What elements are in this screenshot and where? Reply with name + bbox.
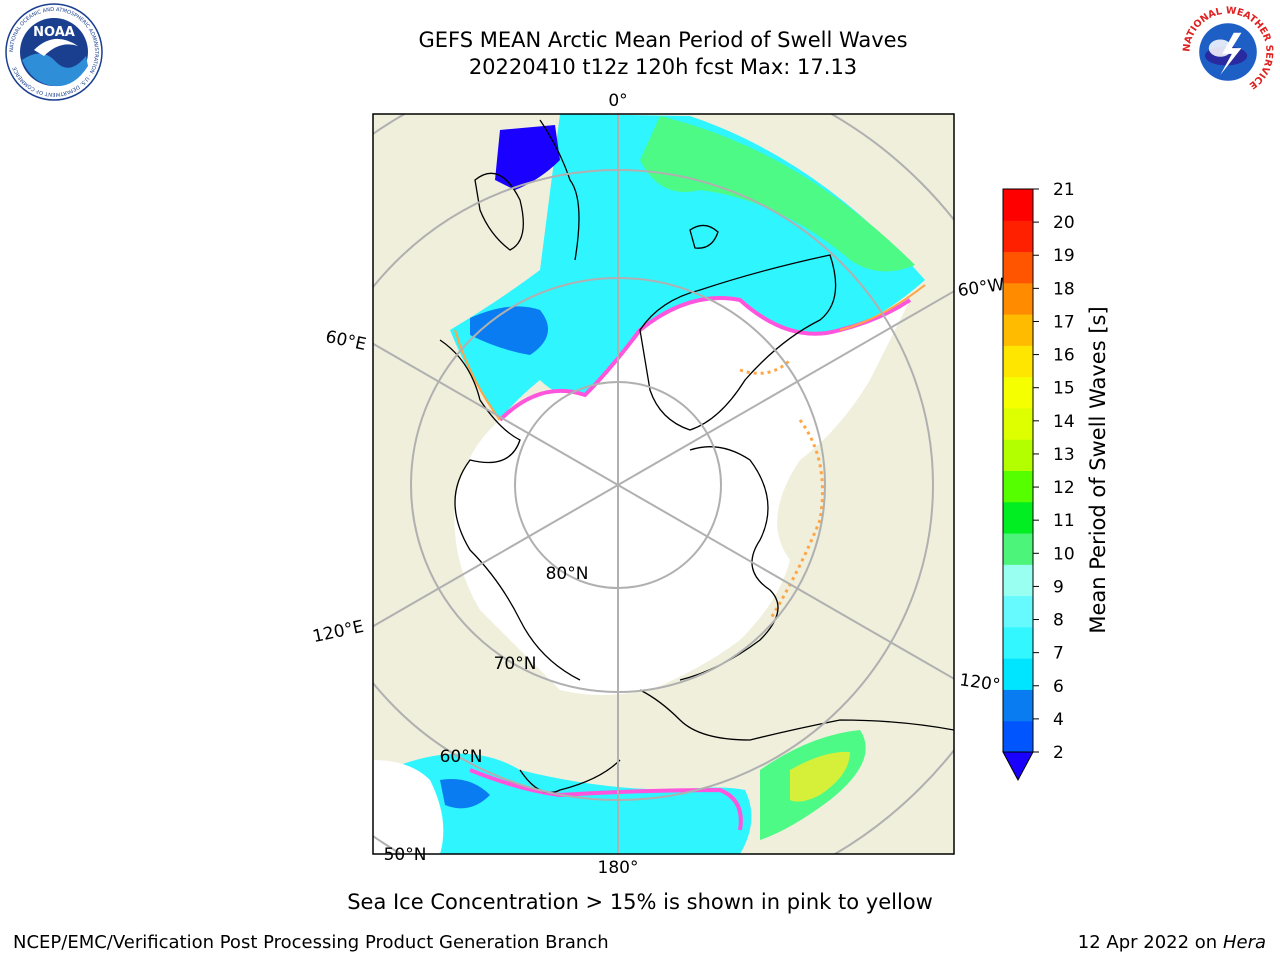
colorbar-tick-label: 9 xyxy=(1053,577,1064,597)
colorbar-tick-label: 4 xyxy=(1053,710,1064,730)
lat-label-60: 60°N xyxy=(440,747,483,767)
colorbar-tick-label: 13 xyxy=(1053,445,1075,465)
colorbar-segment xyxy=(1003,564,1033,597)
lon-label-120e: 120°E xyxy=(311,617,366,647)
colorbar-tick-label: 19 xyxy=(1053,246,1075,266)
ice-edge-canada xyxy=(739,358,824,621)
colorbar-segment xyxy=(1003,376,1033,409)
map-area xyxy=(373,114,954,854)
title-line-1: GEFS MEAN Arctic Mean Period of Swell Wa… xyxy=(418,28,908,52)
colorbar-under-arrow xyxy=(1002,751,1034,782)
sea-ice-okhotsk xyxy=(373,760,444,854)
colorbar-segment xyxy=(1003,439,1033,471)
lon-label-0: 0° xyxy=(608,91,627,111)
colorbar-tick-label: 11 xyxy=(1053,511,1075,531)
colorbar-segment xyxy=(1003,533,1033,565)
footer-date-text: 12 Apr 2022 on xyxy=(1077,932,1223,953)
coastline-siberia xyxy=(439,339,581,681)
ocean-swell-pacific-blue xyxy=(440,779,490,809)
lon-label-60e: 60°E xyxy=(324,327,368,355)
colorbar-segment xyxy=(1003,345,1033,378)
colorbar-segment xyxy=(1003,282,1033,315)
meridian-60w xyxy=(617,290,954,486)
colorbar-segment xyxy=(1003,501,1033,534)
colorbar: 2 4 6 7 8 9 10 11 12 13 14 15 16 17 18 19 20 21 xyxy=(1002,180,1075,782)
colorbar-tick-label: 20 xyxy=(1053,213,1075,233)
colorbar-tick-label: 15 xyxy=(1053,379,1075,399)
colorbar-tick-label: 18 xyxy=(1053,279,1075,299)
colorbar-tick-label: 8 xyxy=(1053,611,1064,631)
lat-label-70: 70°N xyxy=(494,654,537,674)
colorbar-segment xyxy=(1003,720,1033,753)
footer-date: 12 Apr 2022 on Hera xyxy=(1078,932,1266,953)
sea-ice-arctic xyxy=(454,298,910,695)
colorbar-segment xyxy=(1003,658,1033,690)
lon-label-60w: 60°W xyxy=(956,275,1005,301)
colorbar-tick-label: 2 xyxy=(1053,743,1064,763)
map-frame xyxy=(372,113,955,855)
meridian-120w xyxy=(617,484,954,680)
colorbar-segment xyxy=(1003,220,1033,253)
colorbar-segment xyxy=(1003,407,1033,440)
coastline-canada xyxy=(679,446,779,681)
colorbar-tick-label: 21 xyxy=(1053,180,1075,200)
colorbar-tick-label: 7 xyxy=(1053,644,1064,664)
coastline-scandinavia xyxy=(474,119,580,261)
colorbar-tick-label: 17 xyxy=(1053,312,1075,332)
colorbar-segment xyxy=(1003,189,1033,221)
colorbar-segment xyxy=(1003,626,1033,659)
colorbar-tick-label: 6 xyxy=(1053,677,1064,697)
coastline-svalbard xyxy=(689,224,719,249)
colorbar-tick-label: 12 xyxy=(1053,478,1075,498)
ocean-swell-blue-patch xyxy=(470,306,548,355)
noaa-logo-text: NOAA xyxy=(33,25,75,40)
colorbar-segment xyxy=(1003,314,1033,346)
colorbar-segment xyxy=(1003,251,1033,284)
lat-label-50: 50°N xyxy=(384,845,427,865)
colorbar-label: Mean Period of Swell Waves [s] xyxy=(1086,306,1110,634)
coastline-alaska xyxy=(639,689,954,741)
colorbar-tick-label: 16 xyxy=(1053,346,1075,366)
colorbar-segment xyxy=(1003,470,1033,503)
lon-label-120w: 120° xyxy=(958,670,1001,696)
colorbar-tick-label: 10 xyxy=(1053,544,1075,564)
ice-edge-atlantic-outer xyxy=(454,284,926,421)
ocean-swell-pacific-yellow xyxy=(790,751,850,802)
coastline-greenland xyxy=(639,254,837,431)
lat-label-80: 80°N xyxy=(546,564,589,584)
ocean-swell-deep-patch xyxy=(495,125,560,190)
coastline-kamchatka xyxy=(519,759,621,794)
lon-label-180: 180° xyxy=(598,858,639,878)
title-line-2: 20220410 t12z 120h fcst Max: 17.13 xyxy=(468,55,858,79)
meridian-120e xyxy=(373,484,619,628)
footer-credit: NCEP/EMC/Verification Post Processing Pr… xyxy=(13,932,609,953)
meridians xyxy=(373,114,954,854)
colorbar-segment xyxy=(1003,689,1033,722)
colorbar-tick-label: 14 xyxy=(1053,412,1075,432)
footer-machine: Hera xyxy=(1222,932,1266,953)
colorbar-outline xyxy=(1002,188,1034,753)
colorbar-segment xyxy=(1003,595,1033,628)
meridian-60e xyxy=(373,342,619,486)
noaa-logo: NATIONAL OCEANIC AND ATMOSPHERIC ADMINIS… xyxy=(5,3,103,101)
ice-edge-pacific xyxy=(469,768,743,831)
nws-logo: NATIONAL WEATHER SERVICE xyxy=(1181,5,1275,99)
ocean-swell-green-band xyxy=(640,116,915,272)
sea-ice-note: Sea Ice Concentration > 15% is shown in … xyxy=(347,890,933,914)
